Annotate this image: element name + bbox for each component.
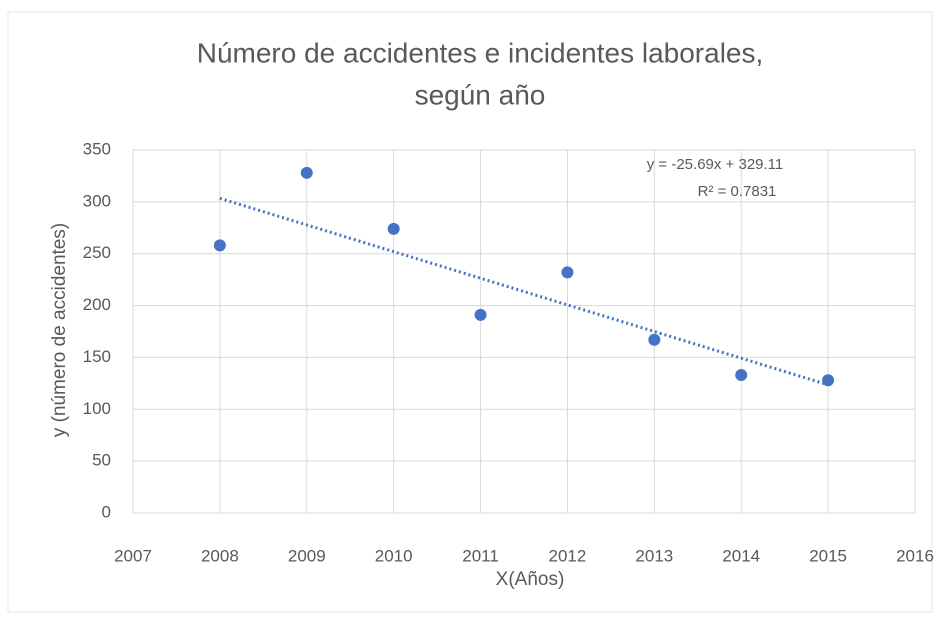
- point: [213, 239, 226, 252]
- annotation: R² = 0.7831: [698, 183, 777, 200]
- y-tick-label: 0: [102, 502, 111, 521]
- y-tick-label: 300: [83, 191, 111, 210]
- point: [474, 308, 487, 321]
- point: [561, 266, 574, 279]
- y-tick-label: 350: [83, 139, 111, 158]
- point: [735, 369, 748, 382]
- x-tick-label: 2012: [549, 546, 587, 565]
- y-tick-label: 100: [83, 399, 111, 418]
- x-tick-label: 2009: [288, 546, 326, 565]
- point: [300, 166, 313, 179]
- trendline: [219, 196, 829, 387]
- x-tick-label: 2013: [635, 546, 673, 565]
- y-tick-label: 250: [83, 243, 111, 262]
- point: [822, 374, 835, 387]
- x-tick-label: 2014: [722, 546, 760, 565]
- chart-title: Número de accidentes e incidentes labora…: [197, 37, 764, 68]
- chart-frame: [7, 11, 933, 613]
- x-tick-label: 2010: [375, 546, 413, 565]
- x-tick-label: 2011: [462, 546, 499, 565]
- y-tick-label: 200: [83, 295, 111, 314]
- y-tick-label: 50: [92, 451, 111, 470]
- chart-title: según año: [415, 79, 546, 110]
- x-axis-title: X(Años): [496, 569, 565, 590]
- annotation: y = -25.69x + 329.11: [647, 156, 784, 173]
- x-tick-label: 2008: [201, 546, 239, 565]
- x-tick-label: 2016: [896, 546, 934, 565]
- point: [387, 222, 400, 235]
- x-tick-label: 2007: [114, 546, 152, 565]
- y-axis-title: y (número de accidentes): [49, 223, 70, 437]
- x-tick-label: 2015: [809, 546, 847, 565]
- point: [648, 333, 661, 346]
- y-tick-label: 150: [83, 347, 111, 366]
